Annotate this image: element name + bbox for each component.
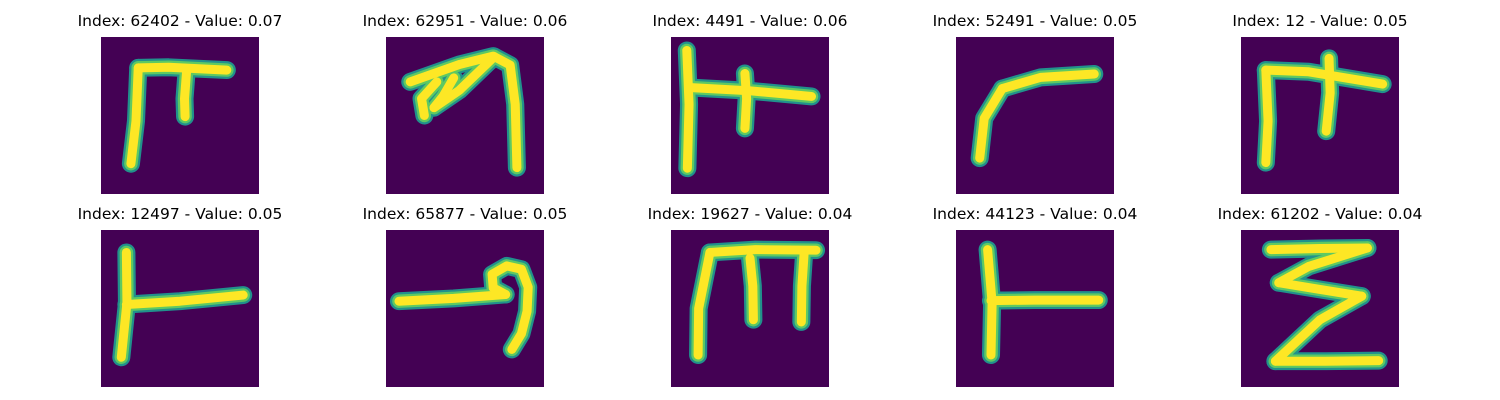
image-panel: Index: 12 - Value: 0.05 <box>1200 10 1440 196</box>
handwritten-glyph-image <box>956 230 1114 387</box>
stroke-core <box>1274 243 1372 288</box>
stroke-core <box>1274 278 1367 301</box>
handwritten-glyph-image <box>386 230 544 387</box>
stroke-core <box>487 261 533 354</box>
handwritten-glyph-image <box>386 37 544 194</box>
panel-title: Index: 12497 - Value: 0.05 <box>77 205 283 223</box>
image-panel: Index: 65877 - Value: 0.05 <box>345 203 585 389</box>
panel-title: Index: 52491 - Value: 0.05 <box>932 12 1138 30</box>
stroke-core <box>1270 291 1367 366</box>
panel-title: Index: 4491 - Value: 0.06 <box>652 12 848 30</box>
stroke-core <box>121 290 248 310</box>
image-panel: Index: 62951 - Value: 0.06 <box>345 10 585 196</box>
stroke-core <box>693 247 715 360</box>
stroke-core <box>1261 65 1388 89</box>
stroke-core <box>997 69 1099 94</box>
stroke-core <box>705 245 821 257</box>
stroke-core <box>740 68 752 133</box>
image-panel: Index: 44123 - Value: 0.04 <box>915 203 1155 389</box>
stroke-core <box>133 62 232 75</box>
panel-title: Index: 61202 - Value: 0.04 <box>1217 205 1423 223</box>
stroke-core <box>796 247 809 327</box>
handwritten-glyph-image <box>101 37 259 194</box>
stroke-core <box>394 289 511 306</box>
stroke-core <box>1270 356 1384 366</box>
handwritten-glyph-image <box>956 37 1114 194</box>
stroke-core <box>986 295 1104 306</box>
stroke-core <box>180 64 192 122</box>
stroke-core <box>745 253 758 325</box>
image-panel: Index: 4491 - Value: 0.06 <box>630 10 870 196</box>
image-panel: Index: 19627 - Value: 0.04 <box>630 203 870 389</box>
panel-title: Index: 19627 - Value: 0.04 <box>647 205 853 223</box>
stroke-core <box>1261 65 1273 168</box>
image-panel: Index: 52491 - Value: 0.05 <box>915 10 1155 196</box>
handwritten-glyph-image <box>671 37 829 194</box>
stroke-core <box>682 45 694 173</box>
image-panel: Index: 61202 - Value: 0.04 <box>1200 203 1440 389</box>
stroke-core <box>1321 53 1335 136</box>
stroke-core <box>1266 243 1372 255</box>
handwritten-glyph-image <box>101 230 259 387</box>
stroke-core <box>126 63 143 169</box>
stroke-core <box>417 77 442 120</box>
handwritten-glyph-image <box>1241 37 1399 194</box>
handwritten-glyph-image <box>671 230 829 387</box>
image-panel: Index: 62402 - Value: 0.07 <box>60 10 300 196</box>
handwritten-glyph-image <box>1241 230 1399 387</box>
stroke-core <box>429 73 459 113</box>
panel-title: Index: 44123 - Value: 0.04 <box>932 205 1138 223</box>
image-panel: Index: 12497 - Value: 0.05 <box>60 203 300 389</box>
panel-title: Index: 12 - Value: 0.05 <box>1232 12 1408 30</box>
stroke-core <box>405 51 522 173</box>
panel-title: Index: 62402 - Value: 0.07 <box>77 12 283 30</box>
panel-title: Index: 65877 - Value: 0.05 <box>362 205 568 223</box>
panel-title: Index: 62951 - Value: 0.06 <box>362 12 568 30</box>
stroke-core <box>975 84 1007 163</box>
